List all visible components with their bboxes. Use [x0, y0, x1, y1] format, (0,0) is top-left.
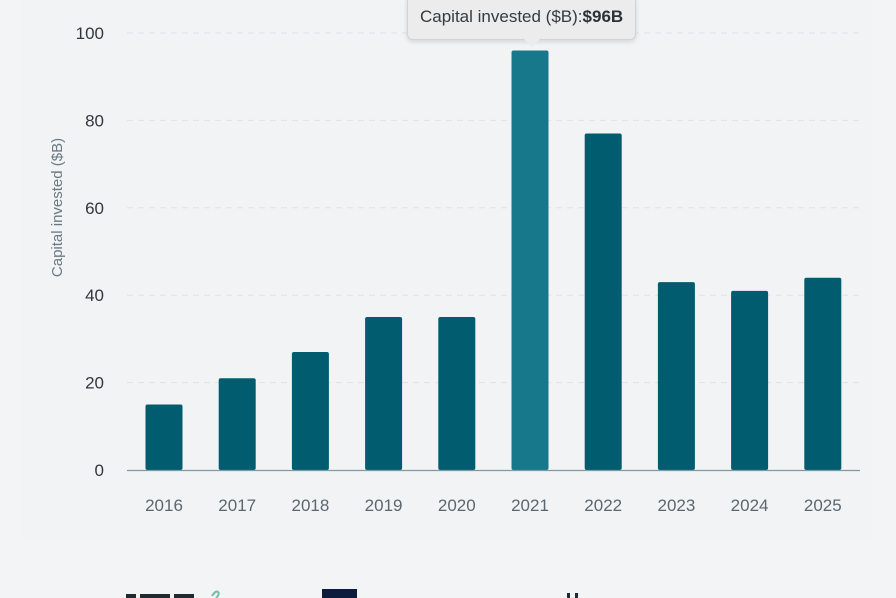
bar-2018[interactable]	[291, 352, 329, 470]
y-tick-label: 100	[76, 24, 104, 43]
y-tick-label: 40	[85, 286, 104, 305]
x-tick-label: 2021	[511, 496, 549, 515]
bar-2019[interactable]	[365, 317, 403, 470]
x-tick-label: 2016	[145, 496, 183, 515]
partner-logo-left	[126, 590, 220, 598]
x-tick-label: 2023	[657, 496, 695, 515]
tooltip-value: $96B	[582, 7, 624, 26]
bar-2021[interactable]	[511, 50, 549, 470]
tooltip-label: Capital invested ($B):	[420, 7, 583, 26]
bar-2025[interactable]	[804, 277, 842, 470]
bar-2024[interactable]	[731, 290, 769, 470]
y-tick-label: 20	[85, 374, 104, 393]
x-tick-label: 2025	[804, 496, 842, 515]
x-tick-label: 2022	[584, 496, 622, 515]
bars	[145, 50, 842, 470]
x-tick-label: 2017	[218, 496, 256, 515]
y-axis-title: Capital invested ($B)	[49, 138, 66, 277]
x-tick-label: 2020	[438, 496, 476, 515]
partner-logo-right	[567, 593, 578, 598]
y-tick-label: 60	[85, 199, 104, 218]
bar-2016[interactable]	[145, 404, 183, 470]
x-tick-label: 2018	[291, 496, 329, 515]
y-tick-label: 80	[85, 111, 104, 130]
bar-2020[interactable]	[438, 317, 476, 470]
y-tick-label: 0	[95, 461, 104, 480]
footer-logo-strip	[0, 560, 896, 598]
tooltip-pointer	[524, 39, 540, 47]
bar-2022[interactable]	[584, 133, 622, 470]
x-tick-label: 2019	[365, 496, 403, 515]
x-axis-ticks: 2016 2017 2018 2019 2020 2021 2022 2023 2024 2025	[145, 496, 842, 515]
partner-logo-center	[322, 589, 357, 598]
bar-2023[interactable]	[657, 282, 695, 470]
bar-2017[interactable]	[218, 378, 256, 470]
x-tick-label: 2024	[731, 496, 769, 515]
bar-tooltip: Capital invested ($B): $96B	[407, 0, 637, 40]
y-axis-ticks: 0 20 40 60 80 100	[76, 24, 104, 480]
